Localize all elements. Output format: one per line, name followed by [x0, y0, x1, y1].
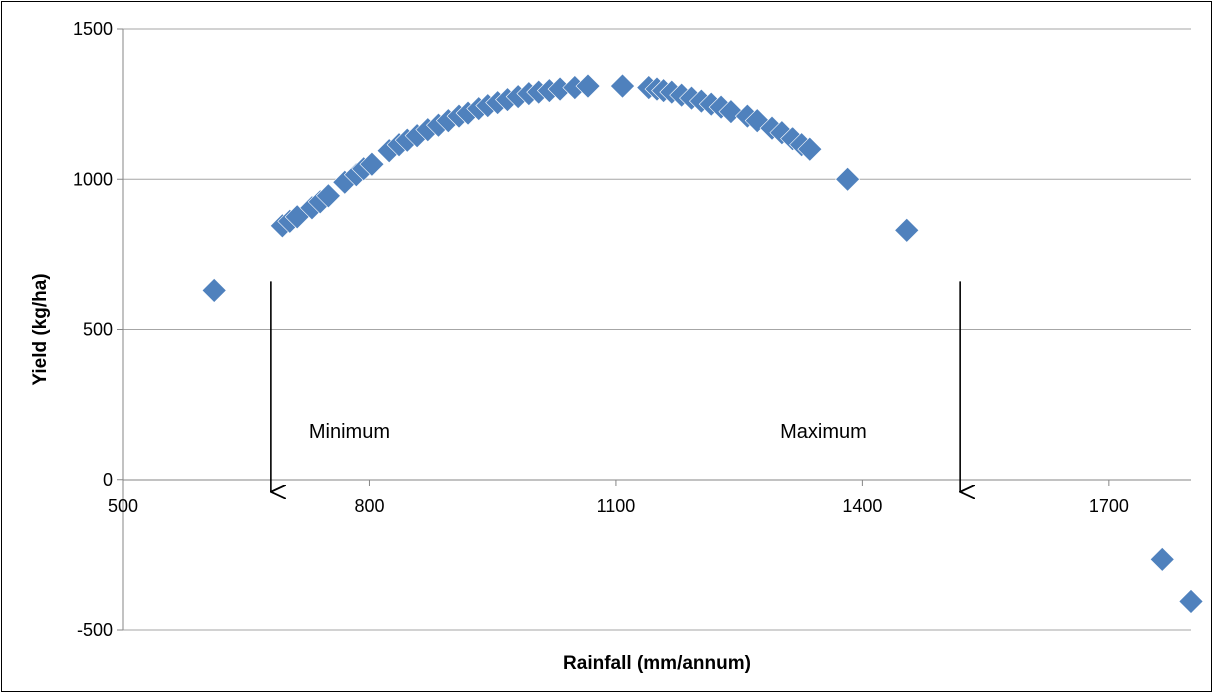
data-point: [315, 183, 341, 209]
data-point: [610, 73, 635, 99]
data-point: [1178, 589, 1204, 614]
data-point: [1149, 546, 1175, 572]
y-tick-label: 500: [83, 320, 113, 340]
data-point: [769, 120, 795, 146]
x-tick-label: 1400: [842, 496, 882, 516]
annotation-label: Minimum: [309, 421, 390, 443]
annotation-label: Maximum: [780, 421, 867, 443]
x-tick-label: 1100: [597, 496, 636, 516]
data-point: [797, 136, 823, 162]
tick-labels: -500 0 500 1000 1500 500 800 1100 1400 1700: [73, 19, 1129, 640]
y-axis-title: Yield (kg/ha): [30, 273, 51, 385]
data-points: [201, 73, 1204, 614]
x-tick-label: 500: [108, 496, 138, 516]
gridlines: [123, 28, 1191, 631]
data-point: [359, 151, 385, 177]
x-tick-label: 800: [354, 496, 384, 516]
y-tick-label: 1000: [73, 169, 113, 189]
data-point: [835, 166, 861, 192]
annotations: Minimum Maximum: [271, 281, 960, 491]
axes: [117, 28, 1191, 631]
x-axis-title: Rainfall (mm/annum): [563, 653, 751, 674]
y-tick-label: -500: [77, 620, 113, 640]
y-tick-label: 1500: [73, 19, 113, 39]
y-tick-label: 0: [103, 470, 113, 490]
data-point: [201, 278, 227, 303]
x-tick-label: 1700: [1089, 496, 1129, 516]
data-point: [894, 217, 920, 243]
data-point: [575, 73, 601, 99]
